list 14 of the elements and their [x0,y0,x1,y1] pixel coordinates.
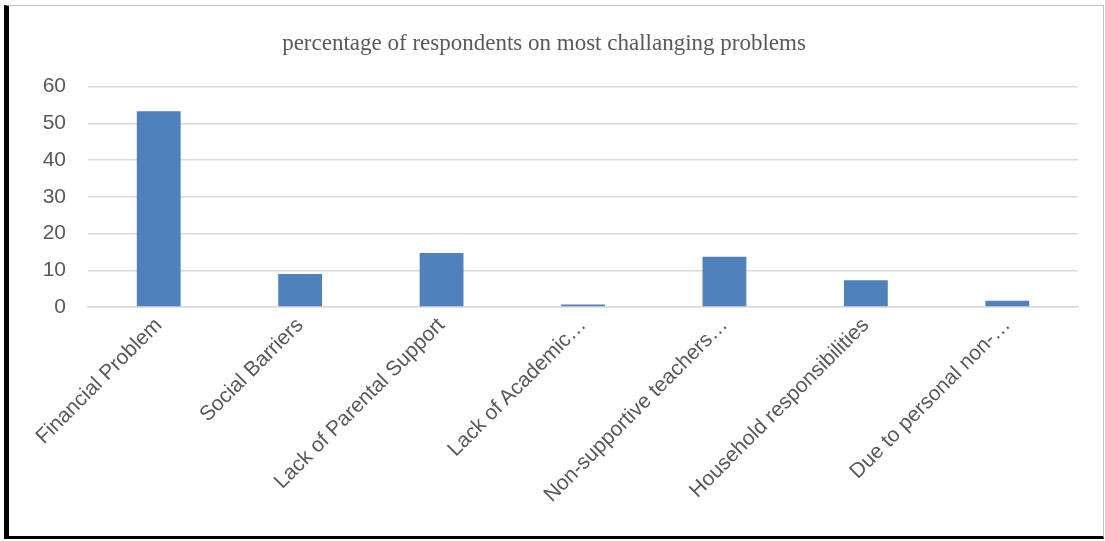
y-tick-label: 40 [42,146,66,170]
bar [419,253,464,307]
bar [985,300,1030,307]
y-tick-label: 0 [54,293,66,317]
bar [702,256,747,307]
bar [843,280,888,307]
y-tick-label: 50 [42,110,66,134]
y-tick-label: 20 [42,220,66,244]
y-tick-label: 10 [42,257,66,281]
bar [278,273,323,307]
bar [136,111,181,307]
chart-title: percentage of respondents on most challanging problems [282,29,806,55]
y-tick-label: 60 [42,73,66,97]
y-tick-label: 30 [42,183,66,207]
